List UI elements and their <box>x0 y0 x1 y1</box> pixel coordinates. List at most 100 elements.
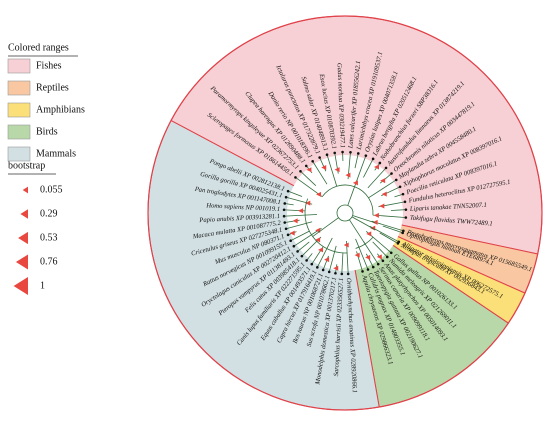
leaf-tip <box>346 272 350 276</box>
leaf-tip <box>334 271 337 275</box>
leaf-tip <box>390 172 393 175</box>
leaf-tip <box>376 262 380 266</box>
leaf-tip <box>318 156 321 159</box>
branch <box>354 154 359 169</box>
bootstrap-node <box>292 218 298 224</box>
leaf-tip <box>282 208 286 212</box>
bootstrap-symbol <box>22 186 28 194</box>
leaf-tip <box>385 255 389 259</box>
branch <box>347 186 355 206</box>
leaf-tip <box>403 200 407 204</box>
bootstrap-label: 1 <box>40 280 45 291</box>
bootstrap-node <box>333 265 339 271</box>
leaf-tip <box>394 178 398 182</box>
bootstrap-node <box>380 178 386 184</box>
bootstrap-node <box>376 254 382 260</box>
leaf-tip <box>283 221 287 224</box>
branch <box>368 180 396 199</box>
leaf-label: Gadus morhua XP 030219477.1 <box>335 63 345 148</box>
bootstrap-label: 0.29 <box>40 208 58 219</box>
bootstrap-symbol <box>20 209 28 219</box>
leaf-tip <box>284 195 288 199</box>
leaf-tip <box>286 233 290 237</box>
leaf-tip <box>304 164 308 168</box>
branch <box>365 253 374 267</box>
legend-label: Birds <box>36 126 58 137</box>
leaf-tip <box>310 262 314 266</box>
branch <box>379 232 398 244</box>
legend-swatch <box>7 80 31 96</box>
branch <box>352 215 375 223</box>
branch <box>291 230 310 241</box>
bootstrap-title: bootstrap <box>8 160 45 171</box>
bootstrap-label: 0.055 <box>40 184 63 195</box>
leaf-tip <box>325 153 329 157</box>
branch <box>363 159 373 178</box>
branch <box>379 173 392 184</box>
leaf-tip <box>340 272 344 276</box>
branch <box>300 171 317 186</box>
leaf-tip <box>364 154 368 157</box>
branch <box>394 194 403 198</box>
leaf-tip <box>356 152 360 155</box>
leaf-tip <box>398 185 402 189</box>
legend-title: Colored ranges <box>8 42 69 53</box>
bootstrap-node <box>306 167 312 173</box>
leaf-tip <box>300 254 304 258</box>
bootstrap-node <box>381 191 387 197</box>
bootstrap-node <box>372 219 378 225</box>
branch <box>372 241 387 257</box>
bootstrap-node <box>324 257 330 263</box>
bootstrap-node <box>374 164 380 170</box>
branch <box>349 219 366 245</box>
leaf-label: Liparis tanakae TNN52007.1 <box>409 202 487 213</box>
bootstrap-node <box>365 254 371 260</box>
branch <box>312 161 328 185</box>
leaf-tip <box>341 150 344 154</box>
leaf-tip <box>371 157 375 161</box>
leaf-tip <box>294 176 297 179</box>
leaf-tip <box>305 259 308 262</box>
bootstrap-node <box>366 231 372 237</box>
legend-label: Reptiles <box>36 82 69 93</box>
bootstrap-node <box>345 172 351 178</box>
bootstrap-node <box>316 191 322 197</box>
branch <box>285 214 318 217</box>
branch <box>312 217 339 237</box>
legend-label: Amphibians <box>36 104 85 115</box>
bootstrap-node <box>318 247 324 253</box>
legend-swatch <box>7 146 31 162</box>
branch <box>326 155 338 187</box>
leaf-tip <box>401 231 404 235</box>
bootstrap-label: 0.53 <box>40 232 58 243</box>
branch <box>355 238 368 269</box>
leaf-tip <box>296 250 299 253</box>
bootstrap-symbol <box>18 231 28 245</box>
leaf-tip <box>396 242 400 245</box>
leaf-label: Papio anubis XP 003913281.1 <box>198 213 280 224</box>
branch <box>317 237 333 267</box>
bootstrap-node <box>305 200 311 206</box>
branch <box>285 203 294 206</box>
leaf-tip <box>316 266 319 269</box>
branch <box>367 168 386 189</box>
legend-swatch <box>7 58 31 74</box>
leaf-tip <box>401 192 405 196</box>
leaf-tip <box>389 251 393 255</box>
leaf-tip <box>404 208 408 211</box>
legend-swatch <box>7 124 31 140</box>
bootstrap-node <box>289 230 295 236</box>
bootstrap-label: 0.76 <box>40 256 58 267</box>
branch <box>382 225 402 233</box>
leaf-tip <box>282 214 286 218</box>
branch <box>306 253 313 260</box>
leaf-tip <box>371 265 375 269</box>
branch <box>298 241 310 252</box>
bootstrap-node <box>373 212 379 218</box>
branch <box>351 216 375 230</box>
root-node <box>336 204 354 222</box>
leaf-tip <box>384 166 388 170</box>
bootstrap-node <box>321 165 327 171</box>
leaf-tip <box>402 229 405 233</box>
